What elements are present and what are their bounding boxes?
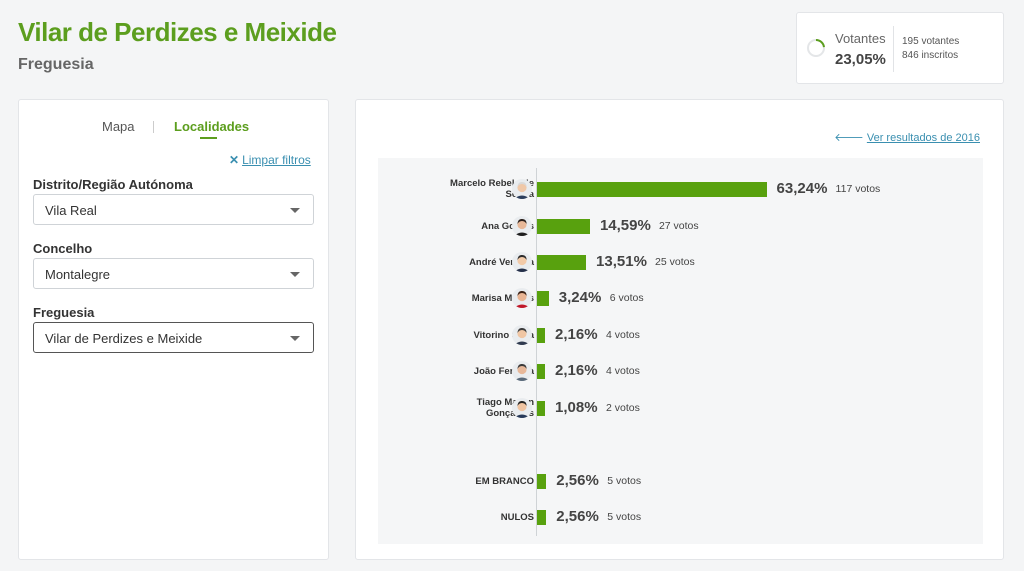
candidate-name: Tiago Mayan Gonçalves xyxy=(476,397,534,419)
candidate-name: EM BRANCO xyxy=(475,476,534,487)
chevron-down-icon xyxy=(290,208,300,213)
result-percent: 2,16% xyxy=(555,326,598,343)
chevron-down-icon xyxy=(290,336,300,341)
result-row: Vitorino Silva 2,16% 4 votos xyxy=(378,321,983,349)
candidate-name: João Ferreira xyxy=(473,366,534,377)
result-bar xyxy=(537,182,767,197)
turnout-registered: 846 inscritos xyxy=(902,50,959,61)
candidate-avatar xyxy=(512,398,532,418)
candidate-avatar xyxy=(512,288,532,308)
parish-select[interactable]: Vilar de Perdizes e Meixide xyxy=(33,322,314,353)
result-votes: 5 votos xyxy=(607,475,642,487)
turnout-card: Votantes 23,05% 195 votantes 846 inscrit… xyxy=(796,12,1004,84)
chart-axis xyxy=(536,168,537,536)
result-bar xyxy=(537,364,545,379)
result-row: André Ventura 13,51% 25 votos xyxy=(378,248,983,276)
candidate-name: Marisa Matias xyxy=(471,293,534,304)
result-row: João Ferreira 2,16% 4 votos xyxy=(378,357,983,385)
turnout-voters: 195 votantes xyxy=(902,36,960,47)
result-votes: 117 votos xyxy=(835,183,881,195)
result-votes: 6 votos xyxy=(609,292,644,304)
result-percent: 14,59% xyxy=(599,217,651,234)
result-percent: 2,56% xyxy=(556,508,599,525)
result-votes: 4 votos xyxy=(606,329,640,341)
council-value: Montalegre xyxy=(45,267,111,282)
council-select[interactable]: Montalegre xyxy=(33,258,314,289)
result-votes: 25 votos xyxy=(655,256,695,268)
result-percent: 2,56% xyxy=(556,472,599,489)
close-icon: ✕ xyxy=(229,153,240,167)
result-bar xyxy=(537,255,587,270)
previous-results-link[interactable]: 🡐 Ver resultados de 2016 xyxy=(834,130,980,144)
result-row: NULOS 2,56% 5 votos xyxy=(378,503,983,531)
district-label: Distrito/Região Autónoma xyxy=(33,177,193,192)
tab-map[interactable]: Mapa xyxy=(102,119,135,134)
result-votes: 2 votos xyxy=(606,402,640,414)
active-tab-indicator xyxy=(200,137,217,139)
parish-value: Vilar de Perdizes e Meixide xyxy=(45,331,203,346)
result-votes: 5 votos xyxy=(607,511,642,523)
parish-label: Freguesia xyxy=(33,305,95,320)
result-row: Marisa Matias 3,24% 6 votos xyxy=(378,284,983,312)
result-bar xyxy=(537,474,547,489)
candidate-name: Ana Gomes xyxy=(481,221,534,232)
candidate-avatar xyxy=(512,252,532,272)
result-percent: 63,24% xyxy=(776,180,828,197)
view-tabs: Mapa Localidades xyxy=(19,119,328,143)
arrow-left-icon: 🡐 xyxy=(834,132,867,144)
result-percent: 1,08% xyxy=(555,399,598,416)
result-row: EM BRANCO 2,56% 5 votos xyxy=(378,467,983,495)
result-row: Tiago Mayan Gonçalves 1,08% 2 votos xyxy=(378,394,983,422)
result-percent: 2,16% xyxy=(555,362,598,379)
result-bar xyxy=(537,401,545,416)
district-select[interactable]: Vila Real xyxy=(33,194,314,225)
result-bar xyxy=(537,219,590,234)
council-label: Concelho xyxy=(33,241,93,256)
turnout-divider xyxy=(893,26,894,72)
page-subtitle: Freguesia xyxy=(18,56,94,73)
chevron-down-icon xyxy=(290,272,300,277)
previous-results-label: Ver resultados de 2016 xyxy=(866,132,980,144)
filters-panel: Mapa Localidades ✕ Limpar filtros Distrit… xyxy=(18,99,329,560)
result-votes: 4 votos xyxy=(606,365,640,377)
clear-filters-link[interactable]: ✕ Limpar filtros xyxy=(229,153,311,167)
result-row: Marcelo Rebelo de Sousa63,24%117 votos xyxy=(378,175,983,203)
candidate-avatar xyxy=(512,179,532,199)
candidate-name: André Ventura xyxy=(469,257,534,268)
candidate-avatar xyxy=(512,361,532,381)
tab-divider xyxy=(153,121,154,133)
candidate-avatar xyxy=(512,216,532,236)
result-bar xyxy=(537,510,547,525)
candidate-name: NULOS xyxy=(500,512,534,523)
result-row: Ana Gomes 14,59% 27 votos xyxy=(378,212,983,240)
result-percent: 3,24% xyxy=(558,289,602,306)
district-value: Vila Real xyxy=(45,203,97,218)
page-title: Vilar de Perdizes e Meixide xyxy=(18,17,337,47)
result-bar xyxy=(537,328,545,343)
result-percent: 13,51% xyxy=(596,253,647,270)
clear-filters-label: Limpar filtros xyxy=(242,153,311,167)
result-bar xyxy=(537,291,549,306)
turnout-ring-icon xyxy=(807,39,825,57)
turnout-percent: 23,05% xyxy=(835,51,886,68)
candidate-avatar xyxy=(512,325,532,345)
tab-localidades[interactable]: Localidades xyxy=(174,119,250,134)
turnout-label: Votantes xyxy=(835,31,886,46)
results-chart xyxy=(378,158,983,544)
result-votes: 27 votos xyxy=(658,220,699,232)
candidate-name: Vitorino Silva xyxy=(473,330,534,341)
